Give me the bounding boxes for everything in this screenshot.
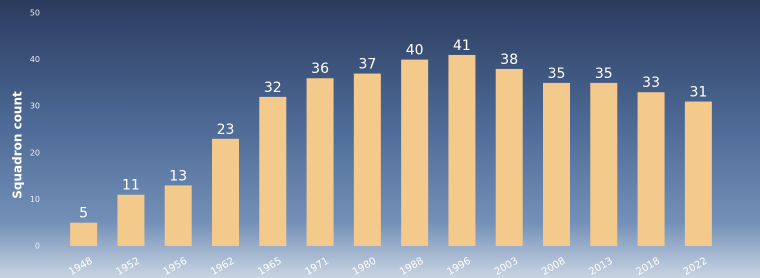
- data-label: 33: [642, 75, 660, 91]
- y-axis-label: Squadron count: [11, 91, 25, 199]
- bar: [212, 139, 239, 246]
- y-tick-label: 50: [30, 9, 40, 18]
- y-tick-label: 10: [30, 195, 40, 204]
- data-label: 35: [595, 66, 613, 82]
- y-tick-label: 40: [30, 55, 40, 64]
- data-label: 40: [406, 43, 424, 59]
- data-label: 37: [358, 57, 376, 73]
- data-label: 23: [217, 122, 235, 138]
- data-label: 11: [122, 178, 140, 194]
- data-label: 5: [79, 206, 88, 222]
- page: Squadron count 0102030405019485195211195…: [0, 0, 760, 278]
- data-label: 13: [169, 168, 187, 184]
- bar: [117, 195, 144, 246]
- bar: [448, 55, 475, 246]
- y-tick-label: 0: [35, 242, 40, 251]
- bar: [354, 74, 381, 246]
- bar: [685, 102, 712, 246]
- bar: [496, 69, 523, 246]
- data-label: 38: [500, 52, 518, 68]
- bar: [307, 78, 334, 246]
- bar: [590, 83, 617, 246]
- chart: Squadron count 0102030405019485195211195…: [0, 0, 760, 278]
- data-label: 32: [264, 80, 282, 96]
- bar: [259, 97, 286, 246]
- y-tick-label: 30: [30, 102, 40, 111]
- bar: [543, 83, 570, 246]
- bar: [401, 60, 428, 246]
- bar: [70, 223, 97, 246]
- data-label: 41: [453, 38, 471, 54]
- bar: [638, 92, 665, 246]
- data-label: 36: [311, 61, 329, 77]
- y-tick-label: 20: [30, 148, 40, 157]
- bar: [165, 185, 192, 246]
- data-label: 31: [689, 85, 707, 101]
- data-label: 35: [548, 66, 566, 82]
